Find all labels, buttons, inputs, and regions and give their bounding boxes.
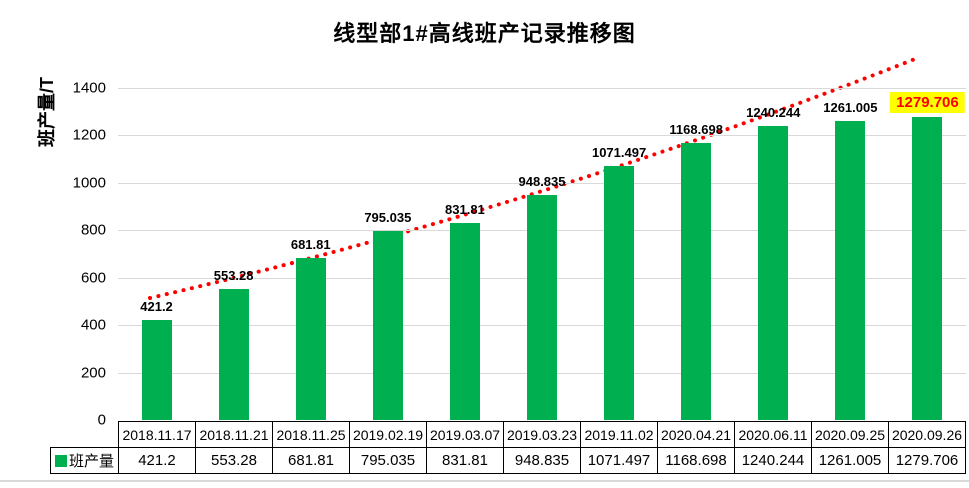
bar	[912, 116, 943, 420]
y-tick-label: 1400	[72, 79, 106, 97]
bar-label: 831.81	[445, 201, 485, 217]
y-tick-label: 1000	[72, 174, 106, 192]
y-tick-label: 600	[80, 269, 106, 287]
legend-swatch-icon	[54, 455, 67, 467]
date-cell: 2018.11.17	[118, 421, 196, 448]
date-cell: 2019.02.19	[349, 421, 427, 448]
date-cell: 2020.09.25	[811, 421, 889, 448]
bar	[835, 120, 866, 420]
gridline	[118, 135, 966, 137]
bar	[758, 125, 789, 420]
bar-label: 1240.244	[746, 104, 801, 120]
bar	[218, 288, 249, 420]
bar-label: 1168.698	[669, 121, 723, 137]
plot-area: 421.2 553.28 681.81 795.035 831.81 948.835 107…	[118, 55, 966, 420]
date-cell: 2019.03.07	[426, 421, 504, 448]
y-tick-label: 200	[80, 364, 106, 382]
y-axis-tick-labels: 0 200 400 600 800 1000 1200 1400	[0, 80, 108, 429]
value-cell: 1261.005	[811, 447, 889, 474]
bar-label: 553.28	[213, 267, 254, 283]
table-spacer-cell	[51, 422, 119, 448]
date-cell: 2018.11.21	[195, 421, 273, 448]
date-cell: 2020.06.11	[734, 421, 812, 448]
y-tick-label: 800	[80, 221, 106, 239]
value-cell: 795.035	[349, 447, 427, 474]
y-tick-label: 400	[80, 316, 106, 334]
value-cell: 681.81	[272, 447, 350, 474]
trend-line	[148, 55, 922, 300]
y-tick-label: 1200	[72, 126, 106, 144]
value-cell: 831.81	[426, 447, 504, 474]
bar	[372, 231, 403, 420]
legend-label: 班产量	[68, 453, 114, 470]
bar-label: 795.035	[364, 210, 412, 226]
value-cell: 1071.497	[580, 447, 658, 474]
bar-label-highlighted: 1279.706	[890, 91, 965, 113]
gridline	[118, 182, 966, 184]
chart-title: 线型部1#高线班产记录推移图	[333, 21, 636, 46]
bar-label: 681.81	[290, 237, 331, 253]
date-cell: 2019.11.02	[580, 421, 658, 448]
value-cell: 1240.244	[734, 447, 812, 474]
bar	[604, 165, 635, 420]
data-table: 2018.11.17 2018.11.21 2018.11.25 2019.02.19…	[50, 421, 966, 474]
window-bottom-edge	[0, 480, 969, 482]
bar-label: 948.835	[518, 174, 566, 189]
legend-cell: 班产量	[50, 447, 119, 474]
bar	[295, 258, 326, 420]
date-cell: 2020.04.21	[657, 421, 735, 448]
bar	[141, 320, 172, 420]
value-cell: 1168.698	[657, 447, 735, 474]
bar-label: 1071.497	[591, 144, 647, 160]
value-cell: 1279.706	[888, 447, 966, 474]
gridline	[118, 88, 966, 89]
value-cell: 948.835	[503, 447, 581, 474]
date-cell: 2018.11.25	[272, 421, 350, 448]
value-cell: 553.28	[195, 447, 273, 474]
bar	[681, 142, 712, 420]
bar	[527, 195, 557, 420]
bar	[449, 222, 480, 420]
bar-label: 1261.005	[823, 99, 878, 115]
date-cell: 2020.09.26	[888, 421, 966, 448]
value-cell: 421.2	[118, 447, 196, 474]
y-tick-label: 0	[97, 411, 106, 429]
bar-label: 421.2	[140, 299, 173, 315]
date-cell: 2019.03.23	[503, 421, 581, 448]
